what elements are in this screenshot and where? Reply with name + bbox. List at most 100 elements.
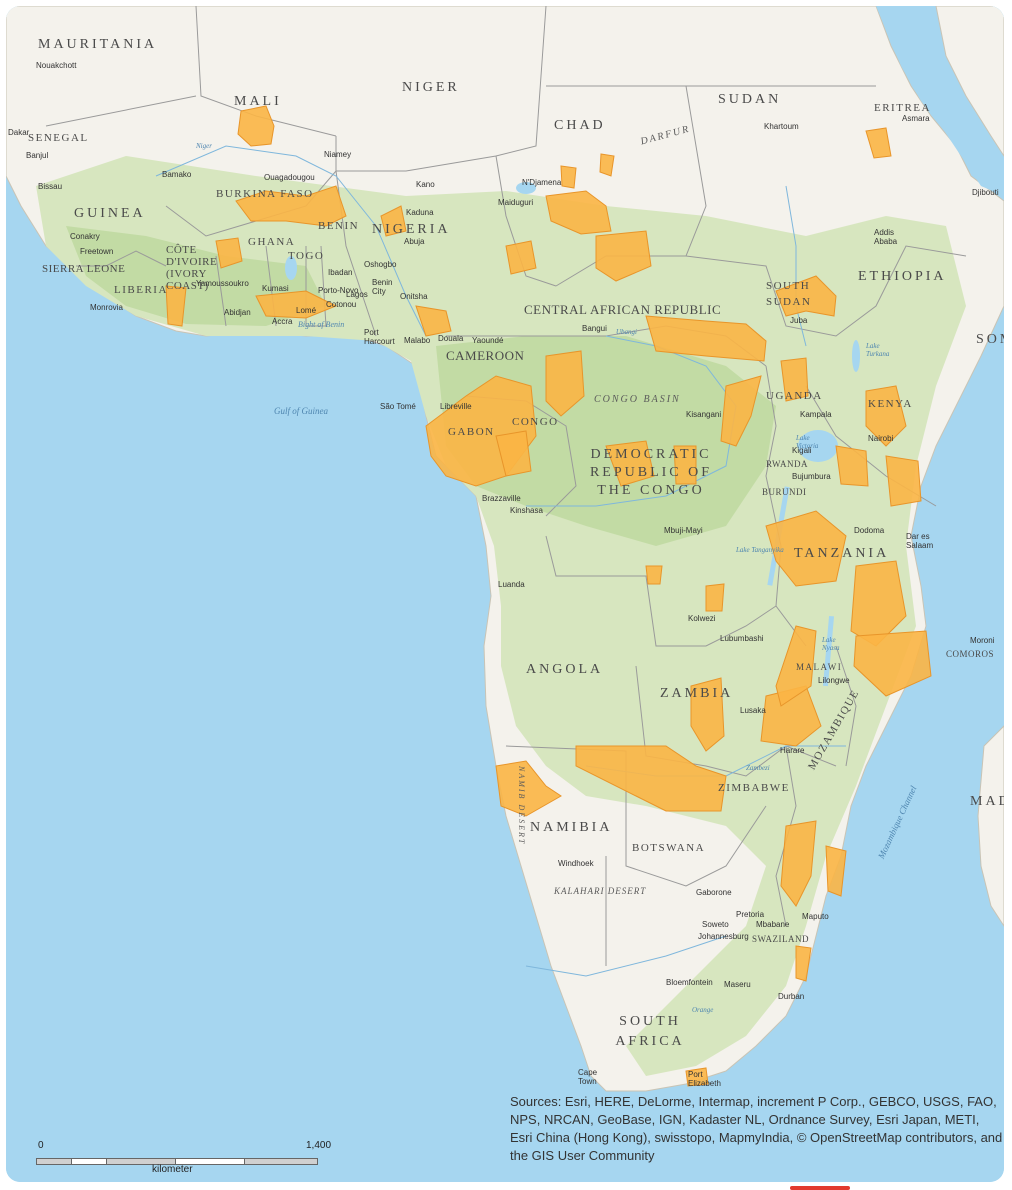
- city-ibadan[interactable]: Ibadan: [328, 268, 353, 277]
- city-maputo[interactable]: Maputo: [802, 912, 829, 921]
- city-johannesburg[interactable]: Johannesburg: [698, 932, 749, 941]
- city-nairobi[interactable]: Nairobi: [868, 434, 894, 443]
- city-malabo[interactable]: Malabo: [404, 336, 431, 345]
- city-libreville[interactable]: Libreville: [440, 402, 472, 411]
- city-lusaka[interactable]: Lusaka: [740, 706, 766, 715]
- city-nouakchott[interactable]: Nouakchott: [36, 61, 77, 70]
- city-khartoum[interactable]: Khartoum: [764, 122, 799, 131]
- water-label-lake-tanganyika: Lake Tanganyika: [736, 546, 784, 554]
- water-label-ubangi: Ubangi: [616, 328, 637, 336]
- scale-bar: 0 1,400 kilometer: [36, 1138, 336, 1178]
- city-conakry[interactable]: Conakry: [70, 232, 100, 241]
- city-portonovo[interactable]: Porto-Novo: [318, 286, 359, 295]
- city-maiduguri[interactable]: Maiduguri: [498, 198, 534, 207]
- country-label-rwanda: RWANDA: [766, 459, 809, 469]
- city-djibouti[interactable]: Djibouti: [972, 188, 999, 197]
- range-drc-w: [645, 565, 663, 585]
- city-kinshasa[interactable]: Kinshasa: [510, 506, 543, 515]
- city-bangui[interactable]: Bangui: [582, 324, 607, 333]
- city-kolwezi[interactable]: Kolwezi: [688, 614, 716, 623]
- country-label-cameroon: CAMEROON: [446, 348, 525, 363]
- city-asmara[interactable]: Asmara: [902, 114, 930, 123]
- city-niamey[interactable]: Niamey: [324, 150, 352, 159]
- country-label-chad: CHAD: [554, 118, 606, 133]
- city-maseru[interactable]: Maseru: [724, 980, 751, 989]
- city-bujumbura[interactable]: Bujumbura: [792, 472, 831, 481]
- city-kumasi[interactable]: Kumasi: [262, 284, 289, 293]
- city-abuja[interactable]: Abuja: [404, 237, 425, 246]
- species-range-layer: [165, 105, 932, 1087]
- city-pretoria[interactable]: Pretoria: [736, 910, 765, 919]
- city-lome[interactable]: Lomé: [296, 306, 317, 315]
- city-mbujimayi[interactable]: Mbuji-Mayi: [664, 526, 703, 535]
- city-luanda[interactable]: Luanda: [498, 580, 525, 589]
- city-dakar[interactable]: Dakar: [8, 128, 30, 137]
- lake-turkana: [852, 340, 860, 372]
- city-bamako[interactable]: Bamako: [162, 170, 192, 179]
- city-kaduna[interactable]: Kaduna: [406, 208, 434, 217]
- city-ndjamena[interactable]: N'Djamena: [522, 178, 562, 187]
- city-yamoussoukro[interactable]: Yamoussoukro: [196, 279, 249, 288]
- range-chad: [545, 190, 612, 235]
- range-coast: [255, 290, 338, 319]
- city-monrovia[interactable]: Monrovia: [90, 303, 123, 312]
- region-label-congobasin: CONGO BASIN: [594, 394, 681, 405]
- city-juba[interactable]: Juba: [790, 316, 808, 325]
- range-chad-c: [560, 165, 577, 189]
- city-saotome[interactable]: São Tomé: [380, 402, 416, 411]
- city-yaounde[interactable]: Yaoundé: [472, 336, 504, 345]
- scale-segment-2: [71, 1158, 107, 1165]
- city-gaborone[interactable]: Gaborone: [696, 888, 732, 897]
- range-zambia: [690, 677, 725, 752]
- range-guinea: [165, 285, 187, 327]
- range-chad-b: [595, 230, 652, 282]
- city-abidjan[interactable]: Abidjan: [224, 308, 251, 317]
- city-accra[interactable]: Accra: [272, 317, 293, 326]
- country-label-drc: DEMOCRATIC REPUBLIC OF THE CONGO: [589, 447, 713, 498]
- city-freetown[interactable]: Freetown: [80, 247, 114, 256]
- city-soweto[interactable]: Soweto: [702, 920, 729, 929]
- city-dodoma[interactable]: Dodoma: [854, 526, 885, 535]
- range-mali: [237, 105, 275, 147]
- bottom-edge-marker: [790, 1186, 850, 1190]
- city-lagos[interactable]: Lagos: [346, 290, 368, 299]
- city-lubumbashi[interactable]: Lubumbashi: [720, 634, 764, 643]
- country-borders: [45, 6, 967, 966]
- country-label-niger: NIGER: [402, 80, 460, 95]
- city-oshogbo[interactable]: Oshogbo: [364, 260, 397, 269]
- city-durban[interactable]: Durban: [778, 992, 805, 1001]
- city-ouagadougou[interactable]: Ouagadougou: [264, 173, 315, 182]
- city-kigali[interactable]: Kigali: [792, 446, 812, 455]
- city-lilongwe[interactable]: Lilongwe: [818, 676, 850, 685]
- city-portelizabeth[interactable]: Port Elizabeth: [688, 1070, 721, 1088]
- range-sa-south: [685, 1067, 709, 1087]
- city-daressalaam[interactable]: Dar es Salaam: [906, 532, 934, 550]
- city-kano[interactable]: Kano: [416, 180, 435, 189]
- region-label-kalahari: KALAHARI DESERT: [554, 886, 647, 896]
- map-view[interactable]: MAURITANIA MALI NIGER CHAD SUDAN ERITREA…: [6, 6, 1004, 1182]
- range-nigeria-e: [505, 240, 537, 275]
- range-mozambique-b: [825, 845, 847, 897]
- city-portharcourt[interactable]: Port Harcourt: [364, 328, 395, 346]
- city-bloemfontein[interactable]: Bloemfontein: [666, 978, 713, 987]
- city-kisangani[interactable]: Kisangani: [686, 410, 722, 419]
- city-capetown[interactable]: Cape Town: [578, 1068, 598, 1086]
- country-label-eritrea: ERITREA: [874, 102, 931, 114]
- city-moroni[interactable]: Moroni: [970, 636, 995, 645]
- city-benincity[interactable]: Benin City: [372, 278, 393, 296]
- city-brazzaville[interactable]: Brazzaville: [482, 494, 521, 503]
- city-bissau[interactable]: Bissau: [38, 182, 63, 191]
- city-douala[interactable]: Douala: [438, 334, 464, 343]
- city-harare[interactable]: Harare: [780, 746, 805, 755]
- scale-start-label: 0: [38, 1140, 44, 1151]
- city-onitsha[interactable]: Onitsha: [400, 292, 428, 301]
- city-kampala[interactable]: Kampala: [800, 410, 832, 419]
- city-banjul[interactable]: Banjul: [26, 151, 49, 160]
- city-windhoek[interactable]: Windhoek: [558, 859, 594, 868]
- city-mbabane[interactable]: Mbabane: [756, 920, 790, 929]
- city-cotonou[interactable]: Cotonou: [326, 300, 357, 309]
- city-addis[interactable]: Addis Ababa: [874, 228, 898, 246]
- water-label-lake-victoria: Lake Victoria: [796, 434, 819, 450]
- water-label-niger-river: Niger: [196, 142, 212, 150]
- country-label-kenya: KENYA: [868, 398, 913, 410]
